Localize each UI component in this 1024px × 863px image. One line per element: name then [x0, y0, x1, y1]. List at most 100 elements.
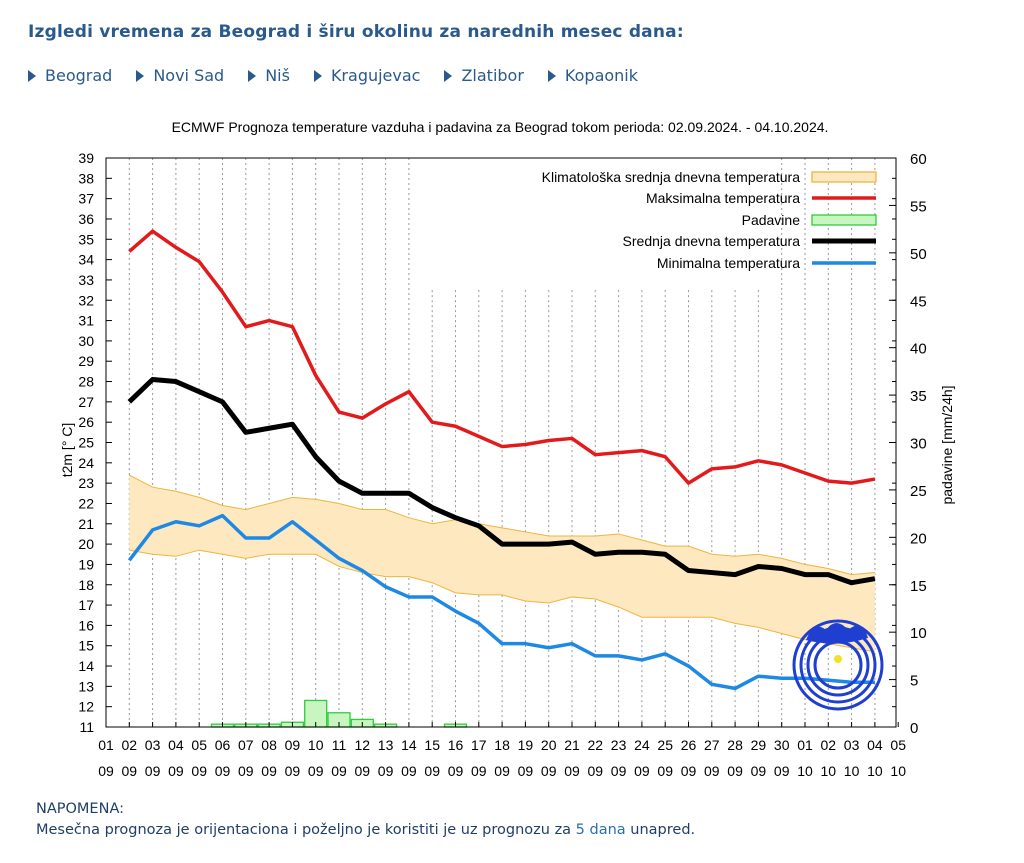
- city-link-label: Niš: [265, 66, 290, 85]
- x-tick-label-day: 05: [890, 737, 906, 753]
- x-tick-label-month: 10: [867, 763, 883, 779]
- x-tick-label-month: 09: [261, 763, 277, 779]
- x-tick-label-day: 28: [727, 737, 743, 753]
- y-tick-label: 26: [78, 414, 94, 430]
- max-temp-line: [128, 229, 876, 485]
- y2-tick-label: 5: [910, 673, 918, 690]
- y-tick-label: 17: [78, 597, 94, 613]
- x-tick-label-month: 09: [355, 763, 371, 779]
- city-link-label: Kopaonik: [564, 66, 639, 85]
- arrow-right-icon: [28, 69, 36, 82]
- x-tick-label-month: 09: [145, 763, 161, 779]
- city-link-nis[interactable]: Niš: [248, 66, 290, 85]
- x-tick-label-day: 15: [424, 737, 440, 753]
- y-tick-label: 11: [79, 719, 94, 735]
- x-tick-label-day: 20: [541, 737, 557, 753]
- x-tick-label-day: 21: [564, 737, 580, 753]
- y-tick-label: 34: [78, 252, 94, 268]
- y2-tick-label: 0: [910, 720, 918, 737]
- x-tick-label-month: 09: [285, 763, 301, 779]
- legend-swatch: [811, 171, 877, 183]
- legend-label: Maksimalna temperatura: [646, 190, 800, 206]
- five-day-forecast-link[interactable]: 5 dana: [575, 822, 626, 838]
- arrow-right-icon: [313, 69, 322, 82]
- y-tick-label: 23: [78, 475, 94, 491]
- y2-tick-label: 60: [910, 151, 927, 168]
- x-tick-label-month: 09: [308, 763, 324, 779]
- x-tick-label-day: 30: [774, 737, 790, 753]
- legend-label: Minimalna temperatura: [657, 255, 800, 271]
- city-link-novi-sad[interactable]: Novi Sad: [136, 66, 224, 85]
- rhmz-logo-icon: [792, 619, 884, 711]
- y2-tick-label: 20: [910, 530, 927, 547]
- note-text-after: unapred.: [625, 822, 696, 838]
- x-tick-label-month: 09: [518, 763, 534, 779]
- arrow-right-icon: [547, 69, 556, 82]
- clim-band-upper: [129, 474, 875, 576]
- x-tick-label-month: 09: [681, 763, 697, 779]
- note-title: NAPOMENA:: [36, 801, 124, 817]
- x-tick-label-month: 10: [821, 763, 837, 779]
- x-tick-label-day: 03: [145, 737, 161, 753]
- x-tick-label-month: 09: [168, 763, 184, 779]
- x-tick-label-month: 10: [844, 763, 860, 779]
- x-tick-label-day: 04: [168, 737, 184, 753]
- city-link-kragujevac[interactable]: Kragujevac: [313, 66, 421, 85]
- y-tick-label: 35: [78, 231, 94, 247]
- x-tick-label-day: 08: [261, 737, 277, 753]
- y-tick-label: 39: [78, 150, 94, 166]
- arrow-right-icon: [136, 69, 145, 82]
- x-tick-label-month: 09: [634, 763, 650, 779]
- note-text: Mesečna prognoza je orijentaciona i pože…: [36, 820, 695, 841]
- x-tick-label-day: 24: [634, 737, 650, 753]
- city-link-label: Kragujevac: [330, 66, 421, 85]
- y2-tick-label: 50: [910, 246, 927, 263]
- x-tick-label-month: 09: [751, 763, 767, 779]
- x-tick-label-day: 25: [657, 737, 673, 753]
- x-tick-label-month: 09: [541, 763, 557, 779]
- x-tick-label-day: 16: [448, 737, 464, 753]
- arrow-right-icon: [444, 69, 453, 82]
- x-tick-label-month: 09: [727, 763, 743, 779]
- city-link-beograd[interactable]: Beograd: [28, 66, 112, 85]
- x-tick-label-month: 09: [191, 763, 207, 779]
- min-temp-line: [127, 513, 875, 691]
- y-tick-label: 20: [78, 536, 94, 552]
- x-tick-label-month: 09: [774, 763, 790, 779]
- x-tick-label-day: 12: [355, 737, 371, 753]
- y-tick-label: 13: [78, 678, 94, 694]
- y-tick-label: 28: [78, 374, 94, 390]
- x-tick-label-day: 13: [378, 737, 394, 753]
- x-tick-label-month: 09: [704, 763, 720, 779]
- x-tick-label-day: 02: [821, 737, 837, 753]
- y2-tick-label: 45: [910, 293, 927, 310]
- x-tick-label-month: 09: [657, 763, 673, 779]
- legend-swatch: [811, 214, 877, 226]
- x-tick-label-day: 01: [797, 737, 813, 753]
- x-tick-label-month: 09: [122, 763, 138, 779]
- arrow-right-icon: [248, 69, 257, 82]
- y-tick-label: 21: [78, 516, 94, 532]
- x-tick-label-month: 09: [238, 763, 254, 779]
- x-tick-label-month: 09: [564, 763, 580, 779]
- x-tick-label-month: 09: [424, 763, 440, 779]
- forecast-chart: ECMWF Prognoza temperature vazduha i pad…: [59, 119, 955, 779]
- city-nav: Beograd Novi Sad Niš Kragujevac Zlatibor…: [28, 66, 662, 85]
- x-tick-label-day: 29: [751, 737, 767, 753]
- x-tick-label-day: 22: [588, 737, 604, 753]
- chart-title: ECMWF Prognoza temperature vazduha i pad…: [172, 119, 829, 135]
- legend-label: Srednja dnevna temperatura: [623, 233, 801, 249]
- x-tick-label-month: 09: [331, 763, 347, 779]
- y2-tick-label: 25: [910, 483, 927, 500]
- y-tick-label: 15: [78, 638, 94, 654]
- city-link-kopaonik[interactable]: Kopaonik: [547, 66, 639, 85]
- y-axis-label: t2m [° C]: [59, 423, 75, 478]
- y-tick-label: 38: [78, 170, 94, 186]
- x-tick-label-day: 06: [215, 737, 231, 753]
- city-link-zlatibor[interactable]: Zlatibor: [444, 66, 524, 85]
- y-tick-label: 31: [78, 313, 94, 329]
- x-tick-label-month: 10: [890, 763, 906, 779]
- x-tick-label-month: 09: [611, 763, 627, 779]
- x-tick-label-month: 09: [471, 763, 487, 779]
- x-tick-label-month: 10: [797, 763, 813, 779]
